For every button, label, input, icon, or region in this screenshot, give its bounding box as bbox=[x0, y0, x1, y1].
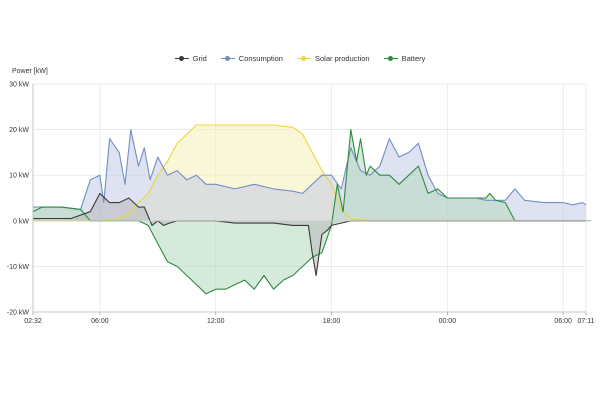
area-battery bbox=[32, 129, 586, 294]
y-tick-label: 0 kW bbox=[13, 218, 29, 225]
series-fills bbox=[32, 125, 586, 294]
legend-item-battery[interactable]: Battery bbox=[383, 53, 426, 63]
legend-item-solar-production[interactable]: Solar production bbox=[296, 53, 370, 63]
x-tick-labels: 02:32 06:00 12:00 18:00 00:00 06:00 07:11 bbox=[24, 318, 594, 325]
y-tick-label: -10 kW bbox=[7, 264, 30, 271]
legend-item-grid[interactable]: Grid bbox=[174, 53, 207, 63]
legend-label-solar-production: Solar production bbox=[314, 53, 370, 63]
chart-legend: Grid Consumption Solar production Batter… bbox=[0, 50, 600, 66]
y-tick-labels: -20 kW -10 kW 0 kW 10 kW 20 kW 30 kW bbox=[7, 82, 30, 317]
y-tick-label: 20 kW bbox=[9, 127, 29, 134]
x-tick-label: 06:00 bbox=[91, 318, 109, 325]
legend-swatch-solar-production bbox=[296, 54, 311, 62]
x-tick-label: 00:00 bbox=[439, 318, 457, 325]
y-tick-label: -20 kW bbox=[7, 310, 30, 317]
legend-label-grid: Grid bbox=[192, 53, 207, 63]
legend-label-consumption: Consumption bbox=[238, 53, 283, 63]
axes bbox=[32, 84, 591, 315]
legend-item-consumption[interactable]: Consumption bbox=[220, 53, 283, 63]
legend-swatch-battery bbox=[383, 54, 398, 62]
legend-swatch-consumption bbox=[220, 54, 235, 62]
line-battery bbox=[32, 129, 586, 295]
y-tick-label: 10 kW bbox=[9, 173, 29, 180]
x-tick-label: 12:00 bbox=[207, 318, 225, 325]
x-tick-label: 02:32 bbox=[24, 318, 42, 325]
legend-label-battery: Battery bbox=[401, 53, 426, 63]
x-tick-label: 06:00 bbox=[554, 318, 572, 325]
y-axis-label: Power [kW] bbox=[12, 68, 48, 75]
legend-swatch-grid bbox=[174, 54, 189, 62]
y-tick-label: 30 kW bbox=[9, 82, 29, 89]
x-tick-label: 18:00 bbox=[323, 318, 341, 325]
x-tick-label: 07:11 bbox=[578, 318, 595, 325]
line-consumption bbox=[32, 129, 587, 210]
